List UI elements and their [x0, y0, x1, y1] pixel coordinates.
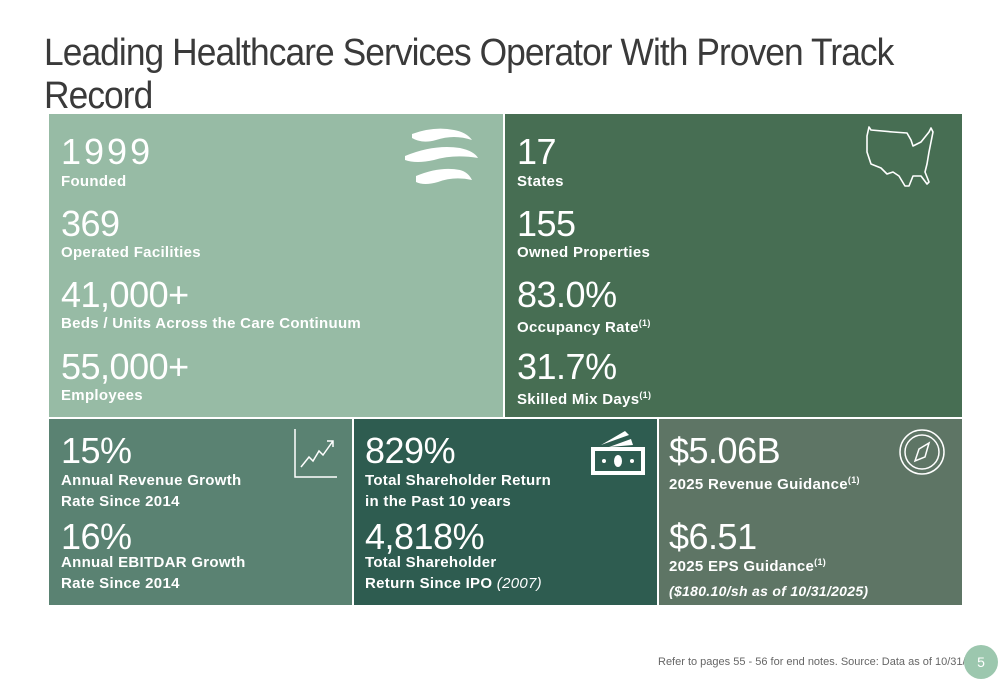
stat-value: 83.0% [517, 274, 617, 315]
money-icon [591, 431, 645, 475]
stat-label: Return Since IPO (2007) [365, 573, 542, 594]
footnote-ref: (1) [847, 475, 860, 485]
stat-value: 155 [517, 203, 576, 244]
stat-label: Founded [61, 173, 127, 190]
stat-label: Annual EBITDAR Growth [61, 554, 246, 571]
stat-label: in the Past 10 years [365, 493, 512, 510]
stat-value: 31.7% [517, 346, 617, 387]
stat-value: 1999 [61, 131, 154, 172]
stat-value: $6.51 [669, 516, 757, 557]
compass-icon [899, 429, 945, 475]
stat-label: 2025 Revenue Guidance(1) [669, 470, 860, 495]
label-text: Return Since IPO [365, 575, 493, 592]
label-text: 2025 Revenue Guidance [669, 476, 848, 493]
page-title: Leading Healthcare Services Operator Wit… [44, 32, 894, 117]
stat-value: 17 [517, 131, 557, 172]
panel-portfolio: 17 States 155 Owned Properties 83.0% Occ… [505, 114, 962, 417]
stat-label: Operated Facilities [61, 244, 201, 261]
panel-guidance: $5.06B 2025 Revenue Guidance(1) $6.51 20… [659, 419, 962, 605]
ipo-year: (2007) [496, 575, 542, 592]
wave-logo-icon [405, 128, 478, 184]
stat-value: 16% [61, 516, 132, 557]
stat-label: Rate Since 2014 [61, 493, 180, 510]
footnote-ref: (1) [639, 390, 652, 400]
us-map-icon [866, 126, 934, 187]
label-text: 2025 EPS Guidance [669, 558, 815, 575]
stat-label: Rate Since 2014 [61, 575, 180, 592]
stat-label: Occupancy Rate(1) [517, 313, 651, 338]
page-number: 5 [964, 645, 998, 679]
label-text: Occupancy Rate [517, 319, 639, 336]
stat-value: 41,000+ [61, 274, 189, 315]
footnote-ref: (1) [638, 318, 651, 328]
stat-value: 4,818% [365, 516, 485, 557]
stat-value: 829% [365, 430, 456, 471]
panel-company: 1999 Founded 369 Operated Facilities 41,… [49, 114, 503, 417]
footer-note: Refer to pages 55 - 56 for end notes. So… [658, 656, 994, 668]
footnote-ref: (1) [814, 557, 827, 567]
label-text: Skilled Mix Days [517, 391, 640, 408]
stat-label: Annual Revenue Growth [61, 472, 242, 489]
stat-label: Skilled Mix Days(1) [517, 385, 651, 410]
stat-label: 2025 EPS Guidance(1) [669, 552, 826, 577]
stat-label: States [517, 173, 564, 190]
stat-label: Total Shareholder [365, 554, 497, 571]
stat-value: 55,000+ [61, 346, 189, 387]
panel-growth: 15% Annual Revenue Growth Rate Since 201… [49, 419, 352, 605]
share-price-note: ($180.10/sh as of 10/31/2025) [669, 583, 869, 599]
growth-chart-icon [294, 429, 337, 478]
stat-value: 369 [61, 203, 120, 244]
stat-value: 15% [61, 430, 132, 471]
stat-label: Beds / Units Across the Care Continuum [61, 315, 362, 332]
stat-label: Owned Properties [517, 244, 651, 261]
stat-label: Employees [61, 387, 143, 404]
stat-value: $5.06B [669, 430, 781, 471]
panel-shareholder-return: 829% Total Shareholder Return in the Pas… [354, 419, 657, 605]
stat-label: Total Shareholder Return [365, 472, 552, 489]
